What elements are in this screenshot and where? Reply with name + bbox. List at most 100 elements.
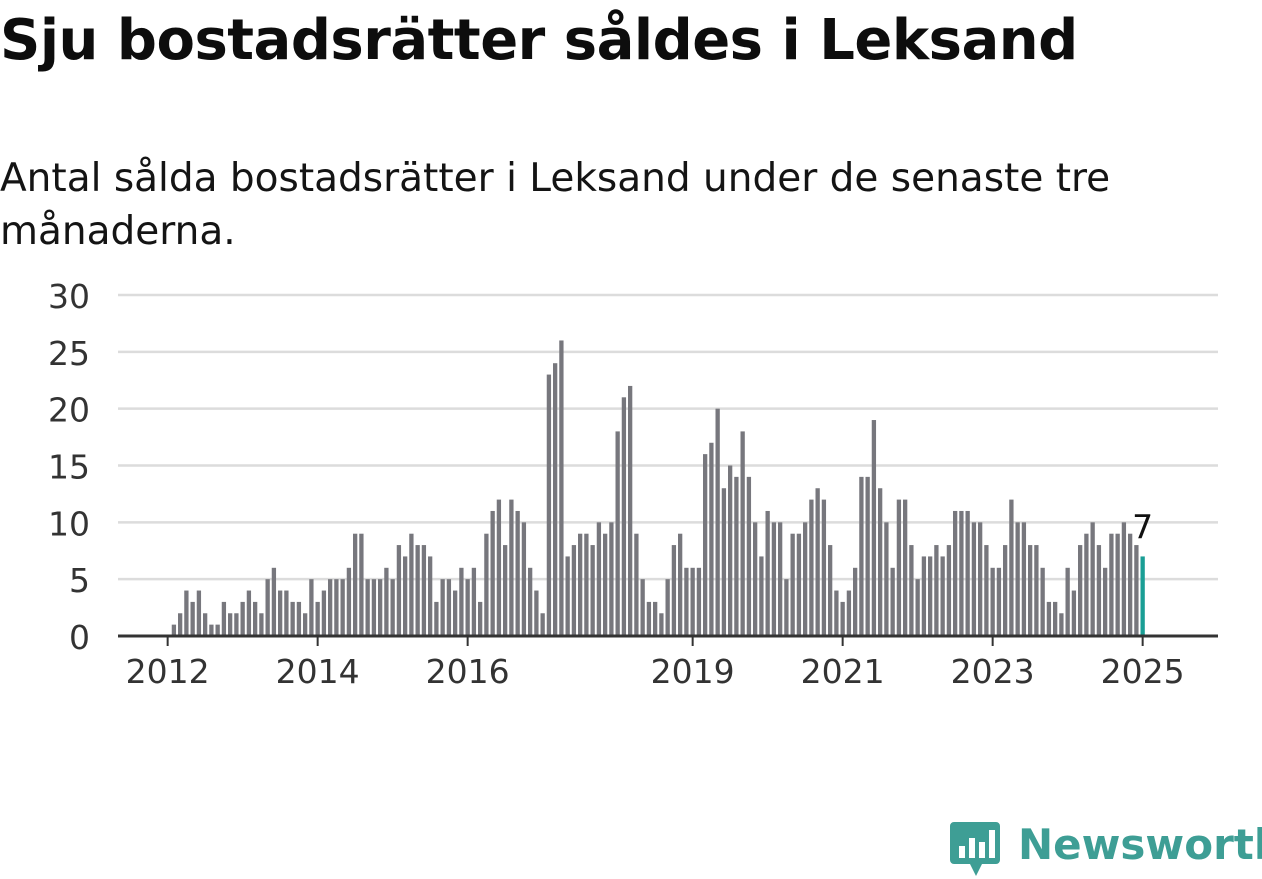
- bar: [890, 567, 895, 636]
- bar: [290, 601, 295, 636]
- bar: [1128, 533, 1133, 636]
- bar: [465, 579, 470, 636]
- bar: [409, 533, 414, 636]
- bar: [190, 601, 195, 636]
- bar: [453, 590, 458, 636]
- bar: [503, 545, 508, 636]
- bar: [1065, 567, 1070, 636]
- bar: [828, 545, 833, 636]
- bars: [171, 340, 1145, 636]
- bar: [840, 601, 845, 636]
- x-tick-label: 2021: [801, 652, 885, 691]
- bar: [884, 522, 889, 636]
- bar: [1009, 499, 1014, 636]
- bar: [996, 567, 1002, 636]
- bar: [1015, 522, 1020, 636]
- bar: [634, 533, 639, 636]
- bar: [1134, 545, 1139, 636]
- bar: [784, 579, 789, 636]
- bar: [553, 363, 558, 636]
- bar: [265, 579, 270, 636]
- bar: [859, 476, 864, 636]
- value-annotation: 7: [1132, 507, 1153, 546]
- bar: [765, 510, 770, 636]
- y-tick-label: 5: [69, 561, 90, 600]
- bar: [434, 601, 439, 636]
- bar: [415, 545, 420, 636]
- bar: [853, 567, 858, 636]
- bar: [578, 533, 583, 636]
- bar: [184, 590, 189, 636]
- bar: [234, 613, 239, 636]
- bar: [934, 545, 939, 636]
- bar: [365, 579, 370, 636]
- bar: [309, 579, 314, 636]
- bar: [471, 567, 477, 636]
- bar: [271, 567, 277, 636]
- bar: [1090, 522, 1095, 636]
- grid-lines: [118, 293, 1218, 581]
- bar: [621, 397, 627, 636]
- bar: [459, 567, 464, 636]
- x-tick-label: 2016: [426, 652, 510, 691]
- bar: [315, 601, 320, 636]
- bar: [671, 545, 677, 636]
- bar: [440, 579, 445, 636]
- x-tick-label: 2012: [126, 652, 210, 691]
- bar: [196, 590, 202, 636]
- annotations: 7: [1132, 507, 1153, 546]
- bar: [490, 510, 495, 636]
- bar: [721, 488, 727, 636]
- bar: [978, 522, 983, 636]
- bar: [1103, 567, 1108, 636]
- bar: [171, 624, 177, 636]
- bar: [296, 601, 302, 636]
- bar: [390, 579, 395, 636]
- newsworthy-logo-icon: [950, 822, 1000, 876]
- bar: [953, 510, 958, 636]
- y-tick-label: 10: [48, 504, 90, 543]
- bar: [546, 374, 552, 636]
- bar: [759, 556, 764, 636]
- bar: [378, 579, 383, 636]
- bar: [253, 601, 258, 636]
- bar: [596, 522, 602, 636]
- y-tick-labels: 0 5 10 15 20 25 30: [48, 277, 90, 657]
- bar: [584, 533, 589, 636]
- bar: [628, 385, 633, 636]
- bar: [1021, 522, 1027, 636]
- chart-subtitle: Antal sålda bostadsrätter i Leksand unde…: [0, 156, 1111, 254]
- bar: [734, 476, 739, 636]
- bar: [340, 579, 345, 636]
- bar: [1121, 522, 1127, 636]
- bar: [971, 522, 977, 636]
- bar: [746, 476, 752, 636]
- bar: [509, 499, 514, 636]
- bar: [1046, 601, 1052, 636]
- bar: [815, 488, 820, 636]
- bar: [1040, 567, 1045, 636]
- chart-title: Sju bostadsrätter såldes i Leksand: [0, 8, 1078, 73]
- bar: [484, 533, 489, 636]
- y-tick-label: 20: [48, 391, 90, 430]
- bar: [803, 522, 808, 636]
- bar: [221, 601, 227, 636]
- bar: [846, 590, 852, 636]
- logo-wordmark: Newsworthy: [1018, 820, 1262, 869]
- bar: [665, 579, 670, 636]
- bar: [515, 510, 520, 636]
- bar: [684, 567, 689, 636]
- bar: [321, 590, 327, 636]
- bar: [1003, 545, 1008, 636]
- bar: [615, 431, 620, 636]
- bar: [240, 601, 245, 636]
- bar: [371, 579, 377, 636]
- y-tick-label: 25: [48, 334, 90, 373]
- bar: [278, 590, 283, 636]
- bar: [246, 590, 252, 636]
- bar: [1053, 601, 1058, 636]
- bar: [259, 613, 264, 636]
- bar: [909, 545, 914, 636]
- bar: [359, 533, 364, 636]
- bar: [396, 545, 402, 636]
